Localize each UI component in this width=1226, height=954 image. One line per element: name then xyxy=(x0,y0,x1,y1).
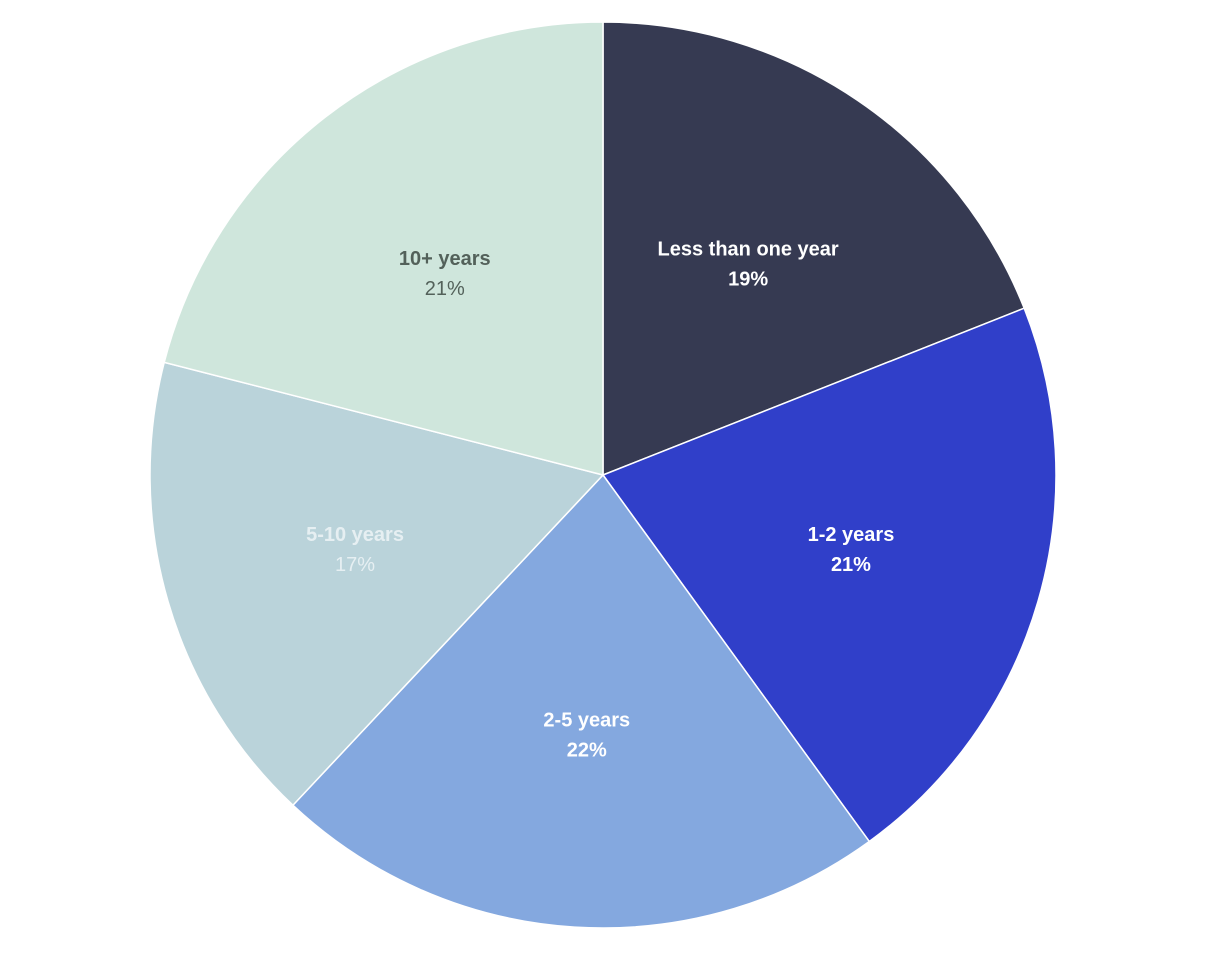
slices-layer xyxy=(149,21,1057,929)
slice-value-2-5-years: 22% xyxy=(567,740,607,762)
slice-label-less-than-one-year: Less than one year xyxy=(658,238,839,260)
slice-label-10plus-years: 10+ years xyxy=(399,248,491,270)
slice-label-1-2-years: 1-2 years xyxy=(808,524,895,546)
slice-value-1-2-years: 21% xyxy=(831,554,871,576)
pie-slice-5-10-years xyxy=(149,361,605,807)
pie-slice-10plus-years xyxy=(163,21,604,476)
labels-layer: Less than one year 19% 1-2 years 21% 2-5 yea… xyxy=(306,238,894,761)
slice-label-2-5-years: 2-5 years xyxy=(543,710,630,732)
slice-value-10plus-years: 21% xyxy=(425,278,465,300)
slice-value-less-than-one-year: 19% xyxy=(728,268,768,290)
slice-label-5-10-years: 5-10 years xyxy=(306,524,404,546)
slice-value-5-10-years: 17% xyxy=(335,554,375,576)
pie-slice-2-5-years xyxy=(291,473,871,929)
pie-slice-less-than-one-year xyxy=(602,21,1026,477)
pie-slice-1-2-years xyxy=(601,307,1057,843)
